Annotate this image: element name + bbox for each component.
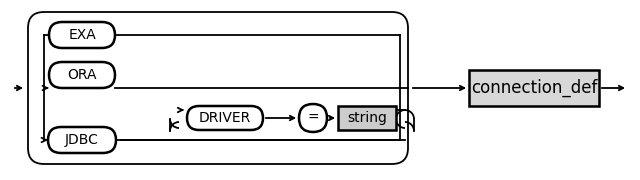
FancyBboxPatch shape (49, 22, 115, 48)
Text: JDBC: JDBC (65, 133, 99, 147)
FancyBboxPatch shape (48, 127, 116, 153)
Text: EXA: EXA (68, 28, 96, 42)
Bar (338, 106, 396, 130)
Text: =: = (307, 111, 319, 125)
Text: DRIVER: DRIVER (199, 111, 251, 125)
FancyBboxPatch shape (299, 104, 327, 132)
Text: connection_def: connection_def (471, 79, 597, 97)
FancyBboxPatch shape (187, 106, 263, 130)
FancyBboxPatch shape (49, 62, 115, 88)
FancyBboxPatch shape (28, 12, 408, 164)
Text: ORA: ORA (67, 68, 97, 82)
Bar (469, 70, 599, 106)
Text: string: string (347, 111, 387, 125)
